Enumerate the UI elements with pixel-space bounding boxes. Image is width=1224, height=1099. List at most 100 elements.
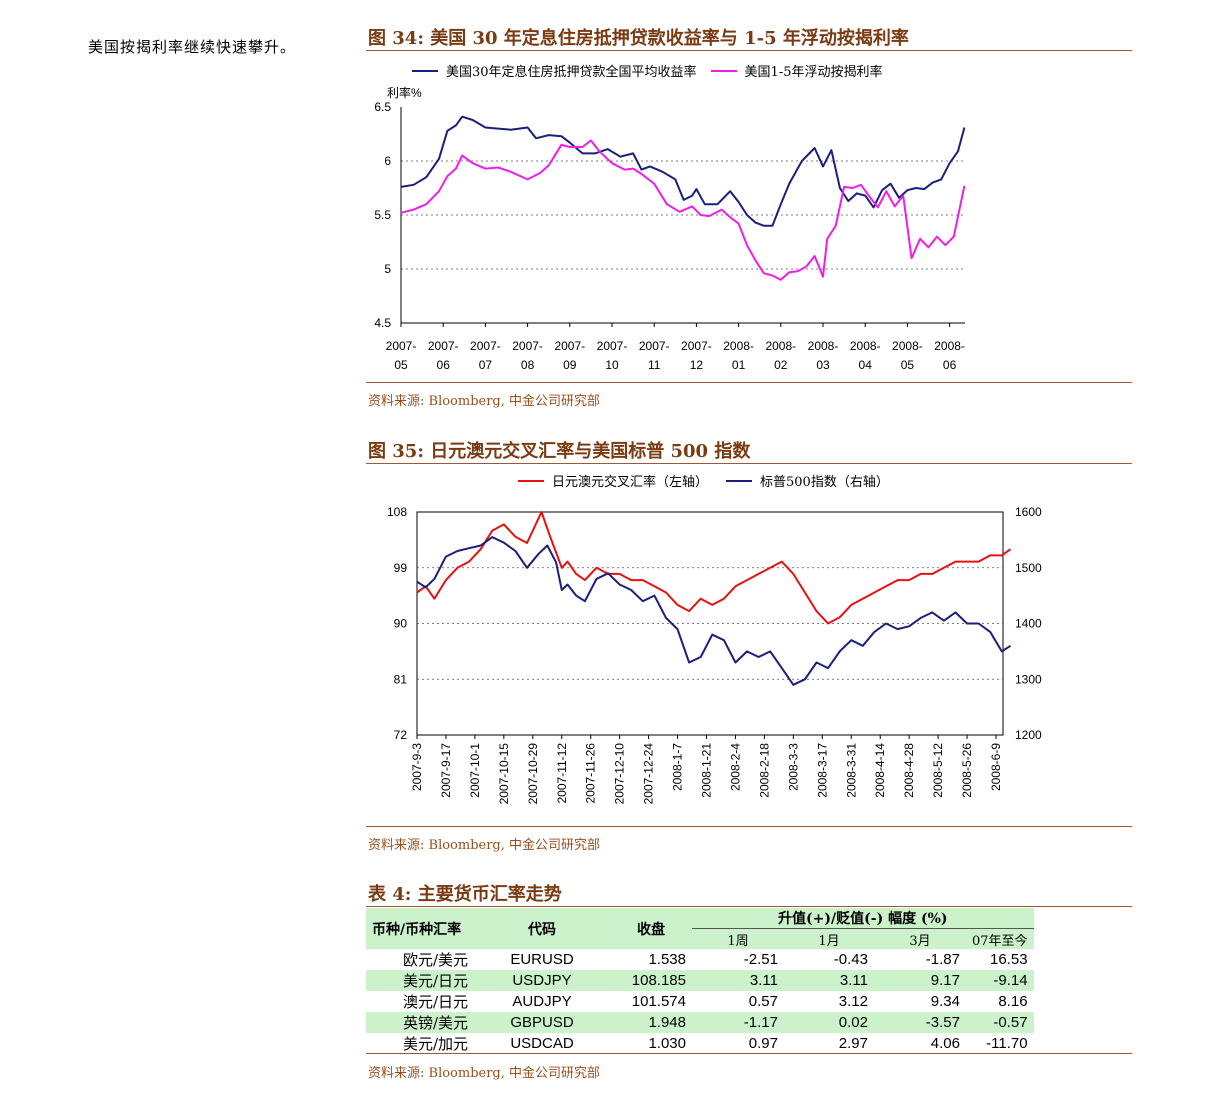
x-tick-label: 2008-3-31	[844, 743, 858, 798]
x-tick-label: 2008-3-3	[786, 743, 800, 791]
subheader-3m: 3月	[874, 928, 966, 949]
x-tick-label-line1: 2007-	[470, 339, 501, 353]
cell-m1: 2.97	[838, 1035, 868, 1052]
y-tick-label: 5.5	[374, 208, 391, 222]
cell-code: USDCAD	[510, 1035, 574, 1052]
x-tick-label: 2007-10-1	[468, 743, 482, 798]
x-tick-label-line1: 2007-	[386, 339, 417, 353]
table-row: 美元/日元 USDJPY 108.185 3.11 3.11 9.17 -9.14	[366, 970, 1034, 991]
cell-code: AUDJPY	[512, 993, 572, 1010]
x-tick-label: 2008-2-18	[757, 743, 771, 798]
x-tick-label-line1: 2008-	[892, 339, 923, 353]
cell-m1: 0.02	[784, 1012, 874, 1033]
cell-w1: -2.51	[743, 951, 778, 968]
cell-ytd: 16.53	[990, 951, 1028, 968]
x-tick-label: 2007-10-15	[497, 743, 511, 805]
cell-w1: 3.11	[692, 970, 784, 991]
cell-code: USDJPY	[474, 970, 610, 991]
cell-m3: -1.87	[925, 951, 960, 968]
figure-35-title: 图 35: 日元澳元交叉汇率与美国标普 500 指数	[368, 441, 751, 462]
cell-pair: 美元/日元	[366, 970, 474, 991]
subheader-1w: 1周	[692, 928, 784, 949]
cell-close: 1.538	[648, 951, 686, 968]
x-tick-label: 2008-1-21	[700, 743, 714, 798]
x-tick-label-line1: 2007-	[512, 339, 543, 353]
y-axis-label: 利率%	[387, 85, 422, 100]
table-4-title: 表 4: 主要货币汇率走势	[368, 884, 562, 905]
figure-34-bottom-rule	[366, 382, 1132, 383]
x-tick-label-line2: 10	[605, 358, 619, 372]
subheader-1m: 1月	[784, 928, 874, 949]
table-body: 欧元/美元 EURUSD 1.538 -2.51 -0.43 -1.87 16.53 美元/日…	[366, 949, 1034, 1054]
x-tick-label-line1: 2007-	[639, 339, 670, 353]
cell-ytd: -11.70	[986, 1035, 1028, 1052]
x-tick-label-line1: 2008-	[934, 339, 965, 353]
cell-close: 1.030	[648, 1035, 686, 1052]
x-tick-label: 2007-11-26	[584, 743, 598, 804]
x-tick-label-line2: 11	[648, 358, 661, 372]
header-pair: 币种/币种汇率	[366, 908, 474, 949]
x-tick-label-line1: 2007-	[597, 339, 628, 353]
x-tick-label-line1: 2008-	[808, 339, 839, 353]
left-y-tick-label: 108	[387, 505, 407, 519]
x-tick-label-line2: 05	[901, 358, 915, 372]
subheader-ytd: 07年至今	[966, 928, 1034, 949]
table-header-row: 币种/币种汇率 代码 收盘 升值(+)/贬值(-) 幅度 (%)	[366, 908, 1034, 949]
cell-w1: -1.17	[692, 1012, 784, 1033]
side-note: 美国按揭利率继续快速攀升。	[88, 38, 297, 56]
legend-swatch-audjpy	[518, 479, 544, 482]
cell-m3: 4.06	[930, 1035, 960, 1052]
cell-code: GBPUSD	[474, 1012, 610, 1033]
currency-table: 币种/币种汇率 代码 收盘 升值(+)/贬值(-) 幅度 (%) 1周 1月 3…	[366, 908, 1034, 1054]
figure-35-legend: 日元澳元交叉汇率（左轴） 标普500指数（右轴）	[518, 471, 889, 490]
series-line-sp500	[416, 536, 1012, 686]
legend-label-sp500: 标普500指数（右轴）	[760, 475, 889, 490]
x-tick-label: 2008-4-28	[902, 743, 916, 798]
y-tick-label: 6.5	[374, 100, 391, 114]
cell-pair: 英镑/美元	[366, 1012, 474, 1033]
x-tick-label: 2008-3-17	[815, 743, 829, 798]
x-tick-label: 2008-5-26	[960, 743, 974, 798]
plot-frame	[416, 511, 1004, 736]
cell-m1: 3.11	[784, 970, 874, 991]
table-row: 英镑/美元 GBPUSD 1.948 -1.17 0.02 -3.57 -0.57	[366, 1012, 1034, 1033]
x-tick-label: 2008-5-12	[931, 743, 945, 798]
figure-34-chart: 利率%6.5 6 5.5 5 4.5 2007- 05 2007- 06 2007- 07 2007-…	[374, 85, 966, 372]
cell-close: 101.574	[631, 993, 686, 1010]
left-y-tick-label: 81	[394, 672, 408, 686]
cell-ytd: 8.16	[998, 993, 1028, 1010]
cell-ytd: -0.57	[966, 1012, 1034, 1033]
legend-swatch-mortgage-30y	[412, 69, 438, 72]
right-y-tick-label: 1600	[1015, 505, 1042, 519]
cell-w1: 0.97	[748, 1035, 778, 1052]
series-line-audjpy	[416, 511, 1012, 625]
figure-34-rule	[366, 50, 1132, 51]
left-y-tick-label: 72	[394, 728, 408, 742]
cell-pair: 欧元/美元	[402, 951, 468, 969]
figure-35-source: 资料来源: Bloomberg, 中金公司研究部	[368, 838, 601, 853]
x-tick-label: 2008-4-14	[873, 743, 887, 798]
figure-35-rule	[366, 463, 1132, 464]
x-tick-label-line1: 2007-	[428, 339, 459, 353]
x-tick-label-line2: 09	[563, 358, 577, 372]
x-tick-label: 2007-9-3	[410, 743, 424, 791]
cell-close: 108.185	[610, 970, 692, 991]
x-tick-label: 2008-2-4	[728, 743, 742, 791]
x-tick-label: 2008-6-9	[989, 743, 1003, 791]
x-tick-label: 2007-11-12	[555, 743, 569, 804]
cell-m3: -3.57	[874, 1012, 966, 1033]
legend-swatch-arm-1-5y	[710, 69, 737, 72]
legend-label-mortgage-30y: 美国30年定息住房抵押贷款全国平均收益率	[446, 65, 697, 80]
x-tick-label-line1: 2007-	[554, 339, 585, 353]
x-tick-label: 2007-12-10	[613, 743, 627, 805]
x-tick-label-line1: 2008-	[723, 339, 754, 353]
cell-m3: 9.34	[930, 993, 960, 1010]
x-tick-label: 2008-1-7	[671, 743, 685, 791]
x-tick-label-line2: 07	[479, 358, 493, 372]
cell-w1: 0.57	[748, 993, 778, 1010]
right-y-tick-label: 1200	[1015, 728, 1042, 742]
right-y-tick-label: 1300	[1015, 672, 1042, 686]
series-line-mortgage-30y	[400, 115, 966, 227]
x-tick-label-line2: 06	[943, 358, 957, 372]
right-y-tick-label: 1500	[1015, 561, 1042, 575]
